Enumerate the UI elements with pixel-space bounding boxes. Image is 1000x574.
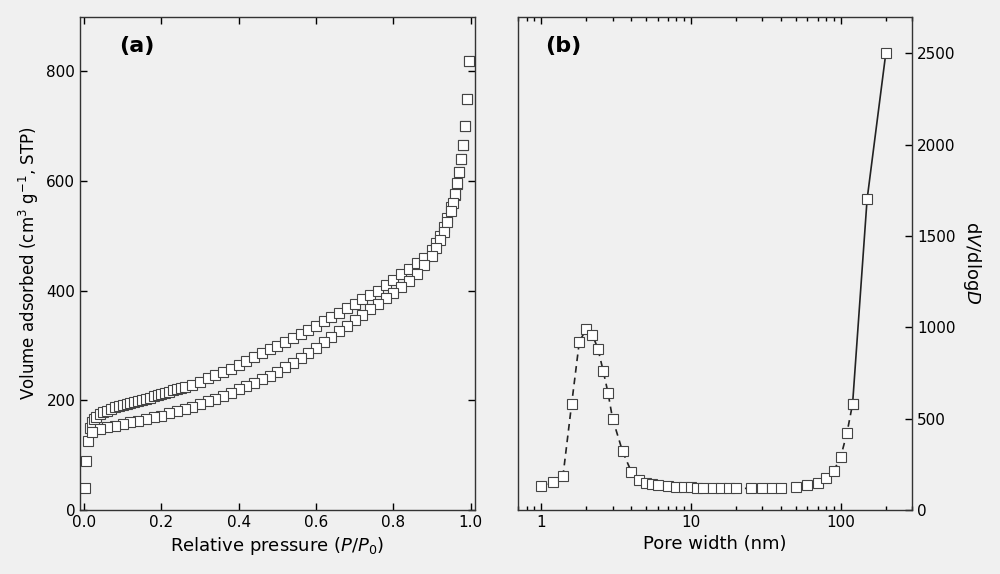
Y-axis label: d$V$/dlog$D$: d$V$/dlog$D$: [961, 222, 983, 305]
Text: (b): (b): [545, 36, 582, 56]
Text: (a): (a): [120, 36, 155, 56]
Y-axis label: Volume adsorbed (cm$^3$ g$^{-1}$, STP): Volume adsorbed (cm$^3$ g$^{-1}$, STP): [17, 127, 41, 400]
X-axis label: Pore width (nm): Pore width (nm): [643, 536, 787, 553]
X-axis label: Relative pressure ($P/P_0$): Relative pressure ($P/P_0$): [170, 536, 384, 557]
